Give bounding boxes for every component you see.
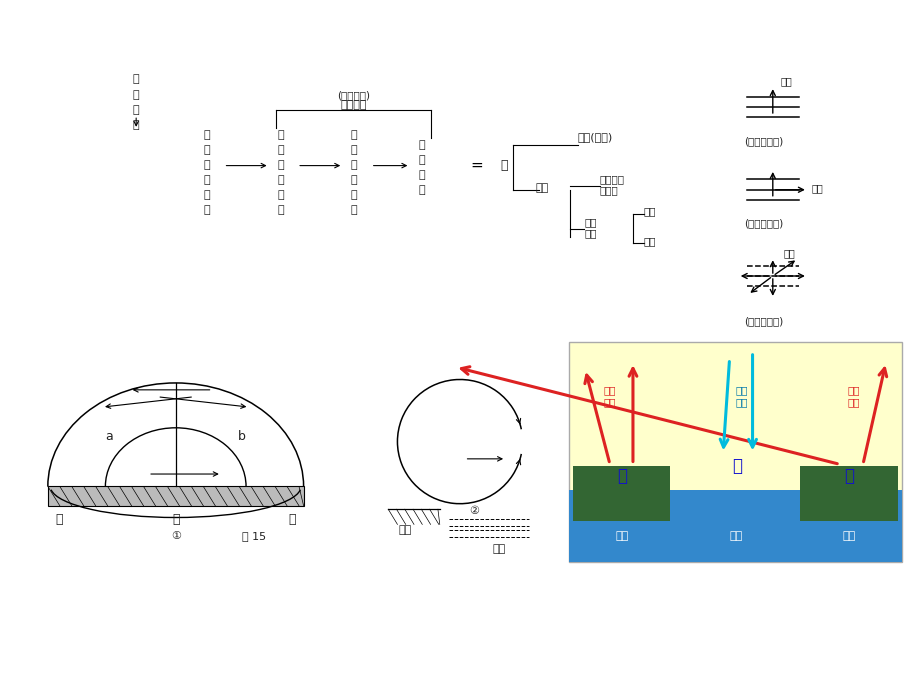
Text: 较暖: 较暖: [603, 385, 616, 395]
Text: =: =: [470, 158, 482, 173]
Text: (二种力作用): (二种力作用): [743, 218, 782, 228]
Text: 直: 直: [277, 175, 284, 185]
Text: 气: 气: [350, 160, 357, 170]
Text: 风向: 风向: [783, 248, 795, 258]
Text: 较冷: 较冷: [734, 385, 747, 395]
Text: 冷: 冷: [203, 160, 210, 170]
Text: 大气运动: 大气运动: [340, 100, 366, 110]
Text: 大: 大: [277, 130, 284, 139]
Text: 阳: 阳: [132, 90, 140, 99]
Text: ①: ①: [171, 531, 180, 541]
Text: (三种力作用): (三种力作用): [743, 316, 782, 326]
Text: 热: 热: [203, 175, 210, 185]
Text: 动: 动: [277, 206, 284, 215]
Text: 运: 运: [277, 190, 284, 200]
Text: 不自转: 不自转: [599, 186, 618, 195]
Text: 动: 动: [417, 186, 425, 195]
Text: 甲: 甲: [172, 513, 179, 526]
Text: 丙: 丙: [289, 513, 296, 526]
Text: ②: ②: [469, 506, 478, 515]
Polygon shape: [568, 490, 901, 562]
Text: 高: 高: [732, 457, 741, 475]
Text: 辐: 辐: [132, 105, 140, 115]
Text: 低: 低: [844, 467, 853, 485]
Text: 平: 平: [417, 155, 425, 165]
Text: 运: 运: [417, 170, 425, 180]
Text: 气: 气: [277, 145, 284, 155]
Text: (热力环流): (热力环流): [336, 90, 369, 100]
Text: 海洋: 海洋: [493, 544, 505, 554]
Text: 空气: 空气: [734, 397, 747, 407]
Text: 地球: 地球: [584, 217, 596, 227]
Text: 自转: 自转: [584, 228, 596, 238]
Text: 图 15: 图 15: [242, 531, 266, 541]
Text: 平: 平: [350, 145, 357, 155]
Polygon shape: [573, 466, 669, 521]
Text: 乙: 乙: [55, 513, 62, 526]
Text: 垂: 垂: [277, 160, 284, 170]
Text: 低空: 低空: [643, 237, 656, 246]
Text: 太: 太: [132, 75, 140, 84]
Text: 风向: 风向: [779, 77, 791, 86]
Text: a: a: [106, 431, 113, 443]
Polygon shape: [800, 466, 897, 521]
Text: 风力(风级): 风力(风级): [577, 132, 612, 141]
Text: (一种力作用): (一种力作用): [743, 137, 782, 146]
Text: 异: 异: [350, 206, 357, 215]
Text: 差: 差: [350, 190, 357, 200]
Polygon shape: [48, 486, 303, 506]
Text: 陸地: 陸地: [842, 531, 855, 541]
Text: 水: 水: [417, 140, 425, 150]
Text: 面: 面: [203, 145, 210, 155]
Text: 压: 压: [350, 175, 357, 185]
Text: 不: 不: [203, 190, 210, 200]
Text: 水: 水: [350, 130, 357, 139]
FancyBboxPatch shape: [568, 342, 901, 562]
Text: 海洋: 海洋: [729, 531, 742, 541]
Text: 空气: 空气: [603, 397, 616, 407]
Text: 风: 风: [500, 159, 507, 172]
Text: 陆地: 陆地: [398, 525, 411, 535]
Text: 低: 低: [617, 467, 626, 485]
Text: 风向: 风向: [811, 184, 823, 193]
Text: 空气: 空气: [846, 397, 859, 407]
Text: 高空: 高空: [643, 206, 656, 216]
Text: 假如地球: 假如地球: [599, 175, 624, 184]
Text: 地: 地: [203, 130, 210, 139]
Text: 较暖: 较暖: [846, 385, 859, 395]
Text: 射: 射: [132, 120, 140, 130]
Text: b: b: [238, 431, 245, 443]
Text: 陸地: 陸地: [615, 531, 628, 541]
Text: 风向: 风向: [535, 183, 548, 193]
Text: 均: 均: [203, 206, 210, 215]
